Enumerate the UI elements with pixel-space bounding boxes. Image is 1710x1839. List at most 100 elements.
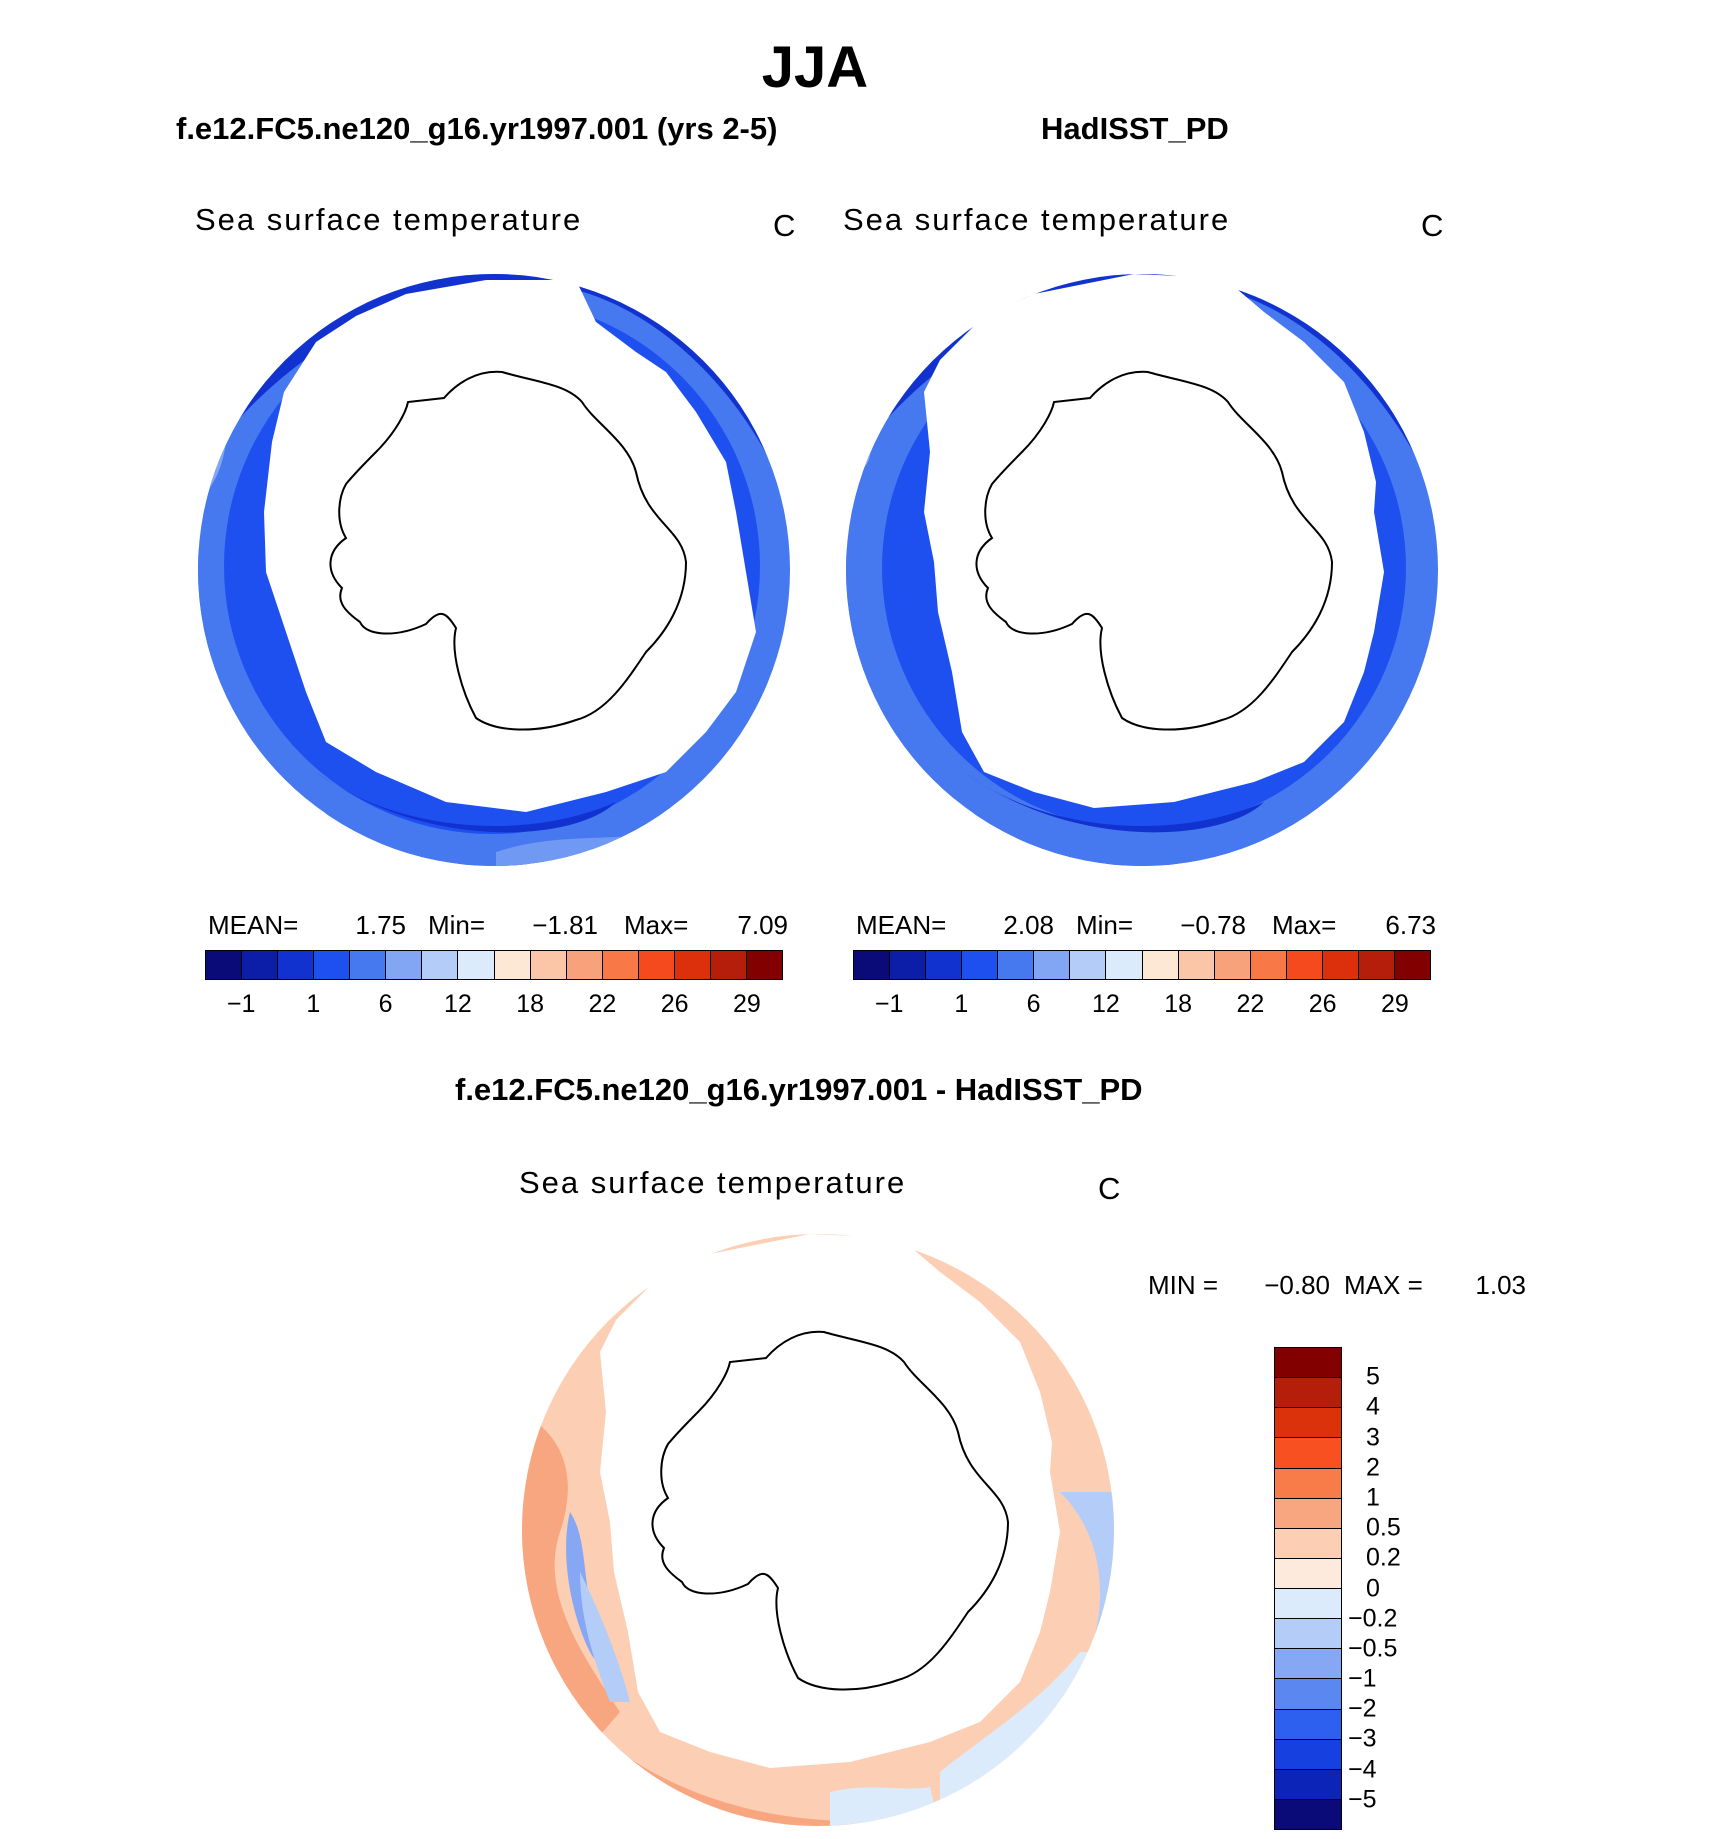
panel3-units: C — [1098, 1171, 1121, 1206]
panel2-units: C — [1421, 208, 1444, 243]
panel2-colorbar-box — [1034, 951, 1071, 979]
panel3-min-label: MIN = — [1148, 1270, 1219, 1300]
panel1-colorbar-box — [422, 951, 459, 979]
figure-title: JJA — [761, 35, 869, 100]
panel2-colorbar-box — [1106, 951, 1143, 979]
panel1-colorbar — [205, 950, 783, 980]
panel1-min-value: −1.81 — [532, 910, 598, 940]
panel1-colorbar-box — [530, 951, 567, 979]
panel1-colorbar-tick-label: 6 — [378, 990, 393, 1018]
panel1-colorbar-box — [638, 951, 675, 979]
panel2-colorbar-tick-label: 12 — [1091, 990, 1120, 1018]
panel3-colorbar-tick-label: 3 — [1366, 1423, 1380, 1452]
panel2-colorbar-box — [1214, 951, 1251, 979]
panel3-colorbar-box — [1275, 1799, 1341, 1829]
panel3-colorbar-tick-label: 5 — [1366, 1362, 1380, 1391]
panel1-colorbar-box — [458, 951, 495, 979]
panel3-colorbar-tick-label: 0.2 — [1366, 1543, 1401, 1572]
panel2-colorbar-box — [890, 951, 927, 979]
panel3-max-label: MAX = — [1344, 1270, 1423, 1300]
panel3-colorbar-tick-label: 1 — [1366, 1483, 1380, 1512]
panel2-colorbar-tick-label: 6 — [1026, 990, 1041, 1018]
panel1-colorbar-box — [494, 951, 531, 979]
panel3-colorbar-tick-label: 0.5 — [1366, 1513, 1401, 1542]
panel3-colorbar-tick-label: −3 — [1348, 1724, 1377, 1753]
panel1-colorbar-tick-label: 1 — [306, 990, 321, 1018]
panel1-colorbar-tick-label: 12 — [443, 990, 472, 1018]
panel3-colorbar-box — [1275, 1679, 1341, 1710]
panel2-colorbar-ticks: −1 1 6 12 18 22 26 29 — [853, 990, 1431, 1020]
panel3-colorbar-tick-label: −5 — [1348, 1785, 1377, 1814]
panel1-colorbar-ticks: −1 1 6 12 18 22 26 29 — [205, 990, 783, 1020]
panel1-max-value: 7.09 — [737, 910, 788, 940]
panel1-colorbar-box — [242, 951, 279, 979]
panel1-colorbar-tick-label: 26 — [660, 990, 689, 1018]
panel1-colorbar-box — [350, 951, 387, 979]
panel2-colorbar-box — [1142, 951, 1179, 979]
panel1-colorbar-box — [314, 951, 351, 979]
panel2-colorbar-box — [854, 951, 891, 979]
panel3-polar-map — [522, 1234, 1114, 1826]
panel2-max-label: Max= — [1272, 910, 1337, 940]
panel3-colorbar-tick-label: 4 — [1366, 1392, 1380, 1421]
panel1-mean-value: 1.75 — [355, 910, 406, 940]
panel3-min-value: −0.80 — [1264, 1270, 1330, 1300]
panel2-polar-map — [846, 274, 1438, 866]
panel2-colorbar-box — [1286, 951, 1323, 979]
panel1-colorbar-box — [710, 951, 747, 979]
panel2-colorbar-tick-label: 29 — [1380, 990, 1409, 1018]
panel2-colorbar-box — [998, 951, 1035, 979]
panel3-colorbar-tick-label: −4 — [1348, 1755, 1377, 1784]
panel1-polar-map — [198, 274, 790, 866]
panel2-colorbar-box — [1178, 951, 1215, 979]
panel1-colorbar-box — [206, 951, 243, 979]
panel2-colorbar-box — [1394, 951, 1430, 979]
panel3-max-value: 1.03 — [1475, 1270, 1526, 1300]
panel3-colorbar-ticks: 5 4 3 2 1 0.5 0.2 0 −0.2 −0.5 −1 −2 −3 −4 −5 — [1348, 1347, 1466, 1830]
panel2-mean-label: MEAN= — [856, 910, 947, 940]
panel2-colorbar-tick-label: 22 — [1236, 990, 1265, 1018]
panel3-colorbar-box — [1275, 1498, 1341, 1529]
panel3-long-name: Sea surface temperature — [519, 1165, 907, 1200]
panel3-colorbar-tick-label: −1 — [1348, 1664, 1377, 1693]
panel3-colorbar-tick-label: 2 — [1366, 1453, 1380, 1482]
panel2-colorbar-box — [1070, 951, 1107, 979]
panel2-colorbar-box — [1322, 951, 1359, 979]
panel2-colorbar-tick-label: 1 — [954, 990, 969, 1018]
panel3-colorbar-box — [1275, 1528, 1341, 1559]
panel3-colorbar-box — [1275, 1468, 1341, 1499]
panel2-case-title: HadISST_PD — [1041, 111, 1229, 146]
panel3-colorbar-box — [1275, 1348, 1341, 1379]
panel1-colorbar-box — [746, 951, 782, 979]
panel1-units: C — [773, 208, 796, 243]
panel3-colorbar-tick-label: −0.2 — [1348, 1604, 1398, 1633]
panel3-colorbar-box — [1275, 1649, 1341, 1680]
panel2-max-value: 6.73 — [1385, 910, 1436, 940]
panel3-colorbar-tick-label: 0 — [1366, 1574, 1380, 1602]
panel1-min-label: Min= — [428, 910, 486, 940]
panel2-colorbar-tick-label: −1 — [874, 990, 904, 1018]
panel2-mean-value: 2.08 — [1003, 910, 1054, 940]
panel1-colorbar-box — [602, 951, 639, 979]
panel3-colorbar-box — [1275, 1378, 1341, 1409]
panel3-colorbar-box — [1275, 1438, 1341, 1469]
panel3-stats: MIN = −0.80 MAX = 1.03 — [1148, 1270, 1526, 1301]
panel1-case-title: f.e12.FC5.ne120_g16.yr1997.001 (yrs 2-5) — [176, 111, 778, 146]
panel1-mean-label: MEAN= — [208, 910, 299, 940]
panel1-colorbar-box — [278, 951, 315, 979]
panel1-colorbar-tick-label: −1 — [226, 990, 256, 1018]
panel2-colorbar-tick-label: 18 — [1164, 990, 1193, 1018]
panel2-colorbar-box — [926, 951, 963, 979]
panel3-colorbar-box — [1275, 1558, 1341, 1589]
panel1-colorbar-box — [386, 951, 423, 979]
panel3-colorbar-tick-label: −2 — [1348, 1694, 1377, 1723]
panel1-max-label: Max= — [624, 910, 689, 940]
panel2-stats: MEAN= 2.08 Min= −0.78 Max= 6.73 — [856, 910, 1436, 941]
panel1-colorbar-box — [566, 951, 603, 979]
panel3-colorbar-tick-label: −0.5 — [1348, 1634, 1398, 1663]
panel3-colorbar-box — [1275, 1589, 1341, 1620]
panel2-min-label: Min= — [1076, 910, 1134, 940]
panel3-case-title: f.e12.FC5.ne120_g16.yr1997.001 - HadISST… — [455, 1072, 1143, 1107]
panel3-colorbar — [1274, 1347, 1342, 1830]
panel3-colorbar-box — [1275, 1739, 1341, 1770]
